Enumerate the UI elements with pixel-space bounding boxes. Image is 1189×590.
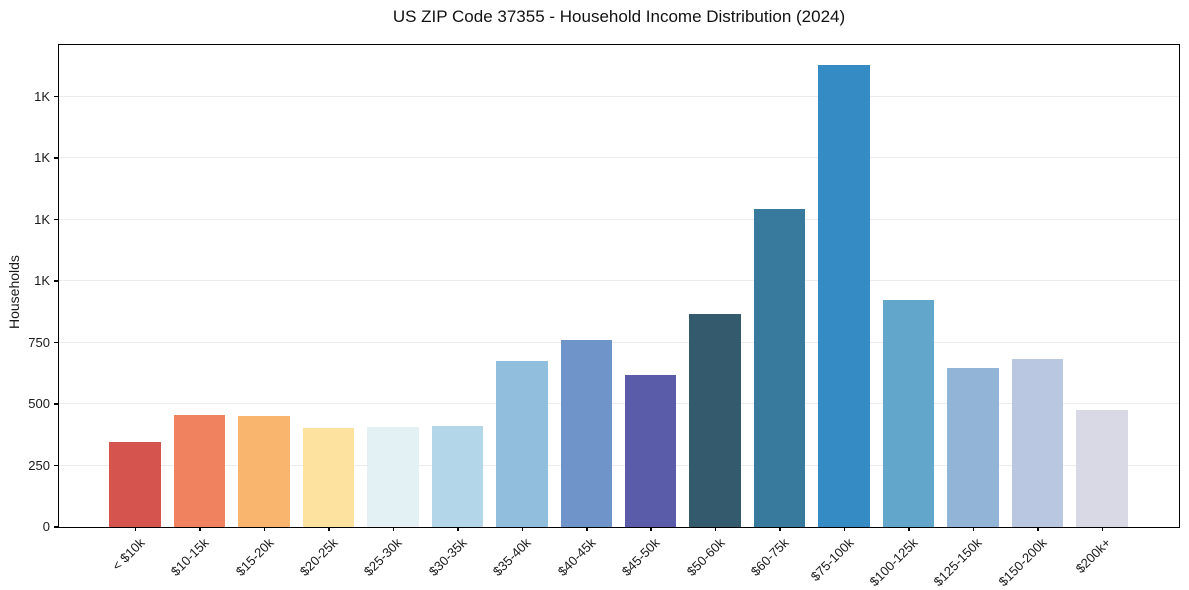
y-tick-label: 500 <box>28 396 50 412</box>
bar-125-150k <box>947 367 999 527</box>
x-tick-label-10k: < $10k <box>108 535 148 574</box>
x-tickmark <box>328 527 330 531</box>
y-tickmark <box>53 464 58 467</box>
x-tickmark <box>457 527 459 531</box>
gridline-1K <box>58 95 1179 97</box>
bar-200k <box>1076 409 1128 527</box>
bar-60-75k <box>753 209 806 527</box>
chart-title: US ZIP Code 37355 - Household Income Dis… <box>392 7 846 26</box>
gridline-1K <box>58 157 1179 159</box>
gridline-1K <box>58 218 1179 220</box>
x-tickmark <box>586 527 588 531</box>
bar-75-100k <box>818 65 870 527</box>
x-tickmark <box>714 527 717 531</box>
bar-25-30k <box>367 426 419 527</box>
x-tickmark <box>908 527 910 531</box>
x-tickmark <box>650 527 652 531</box>
bar-40-45k <box>560 339 613 527</box>
gridline-750 <box>58 341 1179 343</box>
x-tickmark <box>521 527 524 531</box>
bar-45-50k <box>624 375 677 527</box>
x-tickmark <box>263 527 266 531</box>
bar-50-60k <box>689 313 741 527</box>
y-tickmark <box>53 526 58 528</box>
y-tick-label: 250 <box>28 457 50 473</box>
bar-15-20k <box>238 415 290 527</box>
bar-10k <box>109 441 161 527</box>
x-tickmark <box>1101 527 1104 531</box>
y-tick-label: 1K <box>34 150 50 166</box>
y-tick-label: 0 <box>42 519 50 534</box>
x-tickmark <box>199 527 201 531</box>
x-tickmark <box>972 527 975 531</box>
bar-30-35k <box>431 425 484 527</box>
gridline-1K <box>58 280 1179 282</box>
y-tick-label: 1K <box>34 211 50 227</box>
x-tickmark <box>1037 527 1039 531</box>
x-tickmark <box>392 527 395 531</box>
bar-100-125k <box>882 300 935 527</box>
bar-150-200k <box>1011 359 1064 527</box>
gridline-250 <box>58 464 1179 466</box>
y-tick-label: 1K <box>34 88 50 104</box>
y-tickmark <box>53 341 58 344</box>
gridline-500 <box>58 403 1179 405</box>
y-tick-label: 1K <box>34 273 50 289</box>
bar-35-40k <box>496 360 548 527</box>
y-tickmark <box>53 218 58 221</box>
x-tickmark <box>779 527 781 531</box>
y-tickmark <box>53 280 58 282</box>
x-tickmark <box>134 527 137 531</box>
y-tickmark <box>53 157 58 159</box>
bar-20-25k <box>302 428 355 527</box>
x-tickmark <box>843 527 846 531</box>
y-tickmark <box>53 95 58 98</box>
y-tickmark <box>53 403 58 405</box>
y-tick-label: 750 <box>28 334 50 350</box>
plot-area <box>57 43 1180 528</box>
bar-10-15k <box>173 414 226 527</box>
